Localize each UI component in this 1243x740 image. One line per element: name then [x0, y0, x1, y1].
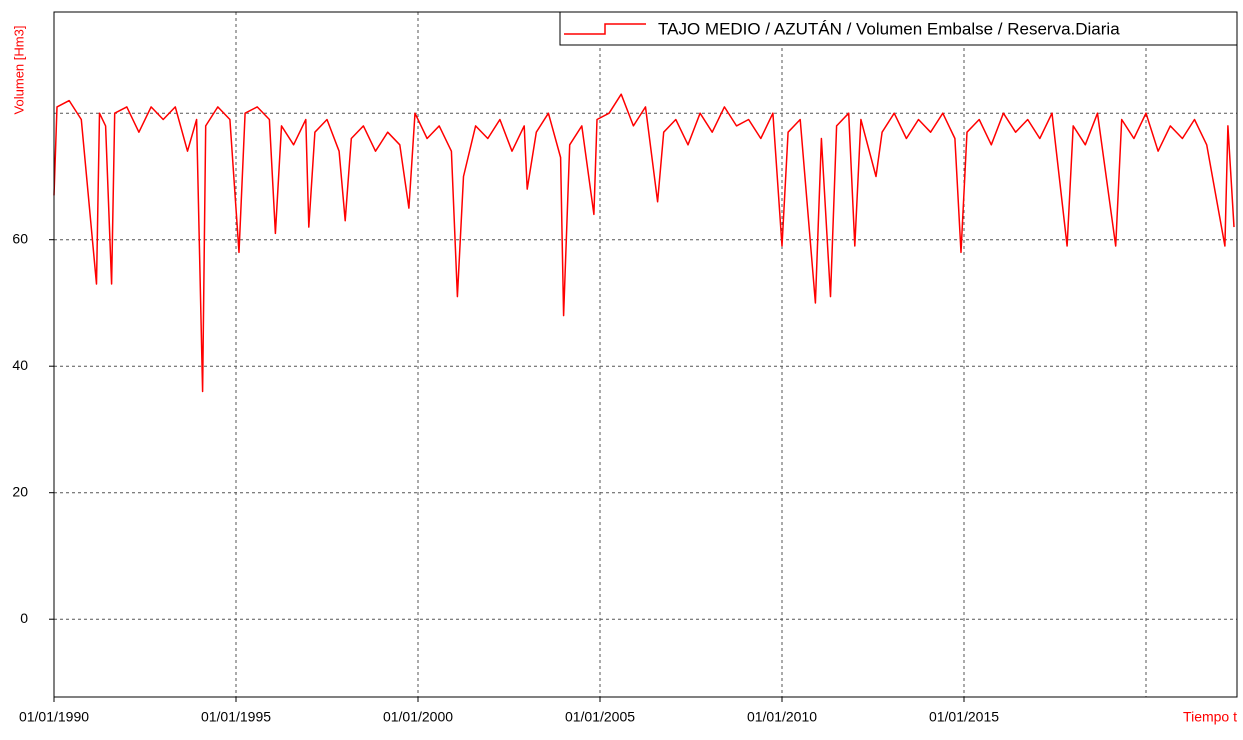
y-tick-label: 20 — [12, 483, 28, 499]
y-axis-label: Volumen [Hm3] — [11, 26, 26, 115]
x-tick-label: 01/01/1990 — [19, 709, 89, 725]
plot-frame — [53, 11, 1238, 698]
x-tick-label: 01/01/1995 — [201, 709, 271, 725]
legend-swatch — [564, 23, 646, 35]
legend-label: TAJO MEDIO / AZUTÁN / Volumen Embalse / … — [658, 19, 1120, 38]
y-tick-label: 60 — [12, 230, 28, 246]
legend-box — [559, 11, 1238, 46]
x-tick-label: 01/01/2000 — [383, 709, 453, 725]
y-tick-label: 40 — [12, 357, 28, 373]
data-line — [53, 93, 1235, 393]
x-tick-label: 01/01/2005 — [565, 709, 635, 725]
x-axis-label: Tiempo t — [1183, 709, 1237, 725]
x-tick-label: 01/01/2010 — [747, 709, 817, 725]
y-tick-label: 0 — [20, 610, 28, 626]
x-tick-label: 01/01/2015 — [929, 709, 999, 725]
